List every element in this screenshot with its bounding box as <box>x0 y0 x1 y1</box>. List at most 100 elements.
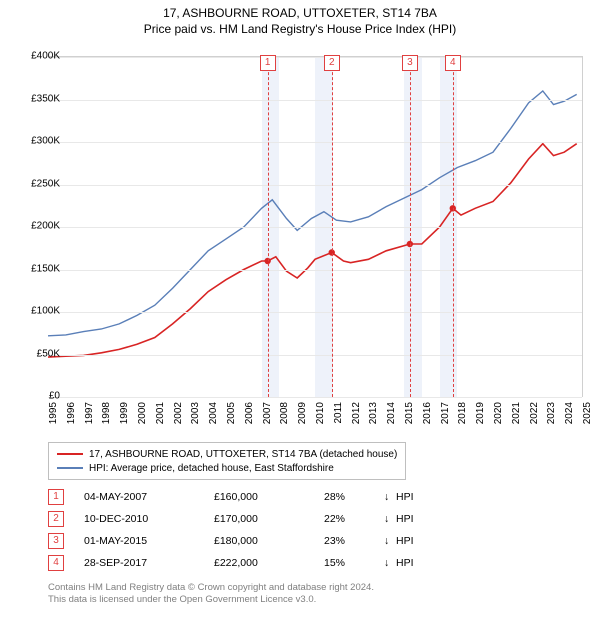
x-axis-label: 2016 <box>422 402 433 424</box>
legend-label: 17, ASHBOURNE ROAD, UTTOXETER, ST14 7BA … <box>89 449 397 460</box>
y-axis-label: £50K <box>37 348 60 359</box>
transaction-ref: HPI <box>396 557 426 569</box>
footer-attribution: Contains HM Land Registry data © Crown c… <box>48 582 374 607</box>
transaction-price: £222,000 <box>214 557 324 569</box>
x-axis-label: 2017 <box>440 402 451 424</box>
grid-line <box>48 270 582 271</box>
marker-badge: 1 <box>260 55 276 71</box>
transaction-row: 3 01-MAY-2015£180,00023%↓HPI <box>48 530 426 552</box>
legend-box: 17, ASHBOURNE ROAD, UTTOXETER, ST14 7BA … <box>48 442 406 480</box>
y-axis-label: £300K <box>31 136 60 147</box>
x-axis-label: 2003 <box>190 402 201 424</box>
transaction-pct: 15% <box>324 557 384 569</box>
series-price_paid <box>48 144 577 357</box>
x-axis-label: 2002 <box>173 402 184 424</box>
transaction-badge: 3 <box>48 533 64 549</box>
transaction-pct: 22% <box>324 513 384 525</box>
transaction-row: 1 04-MAY-2007£160,00028%↓HPI <box>48 486 426 508</box>
x-axis-label: 2013 <box>368 402 379 424</box>
down-arrow-icon: ↓ <box>384 535 396 547</box>
chart-container: 17, ASHBOURNE ROAD, UTTOXETER, ST14 7BA … <box>0 6 600 626</box>
transaction-ref: HPI <box>396 535 426 547</box>
transaction-row: 2 10-DEC-2010£170,00022%↓HPI <box>48 508 426 530</box>
transaction-badge: 1 <box>48 489 64 505</box>
grid-line <box>48 185 582 186</box>
down-arrow-icon: ↓ <box>384 557 396 569</box>
x-axis-label: 2024 <box>564 402 575 424</box>
y-axis-label: £350K <box>31 93 60 104</box>
legend-label: HPI: Average price, detached house, East… <box>89 463 334 474</box>
transaction-pct: 28% <box>324 491 384 503</box>
x-axis-label: 2025 <box>582 402 593 424</box>
legend-swatch <box>57 467 83 469</box>
x-axis-label: 2011 <box>333 402 344 424</box>
transaction-row: 4 28-SEP-2017£222,00015%↓HPI <box>48 552 426 574</box>
marker-line <box>332 57 333 397</box>
x-axis-label: 1996 <box>66 402 77 424</box>
x-axis-label: 2005 <box>226 402 237 424</box>
x-axis-label: 2023 <box>546 402 557 424</box>
y-axis-label: £400K <box>31 51 60 62</box>
grid-line <box>48 142 582 143</box>
y-axis-label: £200K <box>31 221 60 232</box>
transaction-ref: HPI <box>396 491 426 503</box>
transaction-pct: 23% <box>324 535 384 547</box>
footer-line2: This data is licensed under the Open Gov… <box>48 594 374 606</box>
grid-line <box>48 355 582 356</box>
chart-title: 17, ASHBOURNE ROAD, UTTOXETER, ST14 7BA <box>0 6 600 20</box>
x-axis-label: 2001 <box>155 402 166 424</box>
x-axis-label: 1995 <box>48 402 59 424</box>
transaction-price: £180,000 <box>214 535 324 547</box>
grid-line <box>48 312 582 313</box>
x-axis-label: 1999 <box>119 402 130 424</box>
y-axis-label: £150K <box>31 263 60 274</box>
legend-swatch <box>57 453 83 455</box>
chart-subtitle: Price paid vs. HM Land Registry's House … <box>0 22 600 36</box>
x-axis-label: 2007 <box>262 402 273 424</box>
marker-badge: 3 <box>402 55 418 71</box>
x-axis-label: 1998 <box>101 402 112 424</box>
legend-item: 17, ASHBOURNE ROAD, UTTOXETER, ST14 7BA … <box>57 447 397 461</box>
transaction-ref: HPI <box>396 513 426 525</box>
footer-line1: Contains HM Land Registry data © Crown c… <box>48 582 374 594</box>
x-axis-label: 2006 <box>244 402 255 424</box>
marker-line <box>453 57 454 397</box>
transaction-table: 104-MAY-2007£160,00028%↓HPI210-DEC-2010£… <box>48 486 426 574</box>
y-axis-label: £250K <box>31 178 60 189</box>
plot-area: 1995199619971998199920002001200220032004… <box>48 56 583 397</box>
y-axis-label: £0 <box>49 391 60 402</box>
x-axis-label: 2014 <box>386 402 397 424</box>
down-arrow-icon: ↓ <box>384 491 396 503</box>
x-axis-label: 2022 <box>529 402 540 424</box>
marker-line <box>268 57 269 397</box>
grid-line <box>48 57 582 58</box>
y-axis-label: £100K <box>31 306 60 317</box>
x-axis-label: 2015 <box>404 402 415 424</box>
transaction-date: 10-DEC-2010 <box>84 513 214 525</box>
x-axis-label: 2009 <box>297 402 308 424</box>
transaction-date: 01-MAY-2015 <box>84 535 214 547</box>
transaction-price: £160,000 <box>214 491 324 503</box>
down-arrow-icon: ↓ <box>384 513 396 525</box>
marker-line <box>410 57 411 397</box>
x-axis-label: 2000 <box>137 402 148 424</box>
x-axis-label: 2004 <box>208 402 219 424</box>
transaction-badge: 2 <box>48 511 64 527</box>
transaction-price: £170,000 <box>214 513 324 525</box>
x-axis-label: 1997 <box>84 402 95 424</box>
grid-line <box>48 227 582 228</box>
x-axis-label: 2008 <box>279 402 290 424</box>
marker-badge: 2 <box>324 55 340 71</box>
x-axis-label: 2018 <box>457 402 468 424</box>
grid-line <box>48 397 582 398</box>
transaction-badge: 4 <box>48 555 64 571</box>
legend-item: HPI: Average price, detached house, East… <box>57 461 397 475</box>
x-axis-label: 2019 <box>475 402 486 424</box>
grid-line <box>48 100 582 101</box>
series-hpi <box>48 91 577 336</box>
x-axis-label: 2012 <box>351 402 362 424</box>
transaction-date: 28-SEP-2017 <box>84 557 214 569</box>
x-axis-label: 2020 <box>493 402 504 424</box>
transaction-date: 04-MAY-2007 <box>84 491 214 503</box>
x-axis-label: 2010 <box>315 402 326 424</box>
